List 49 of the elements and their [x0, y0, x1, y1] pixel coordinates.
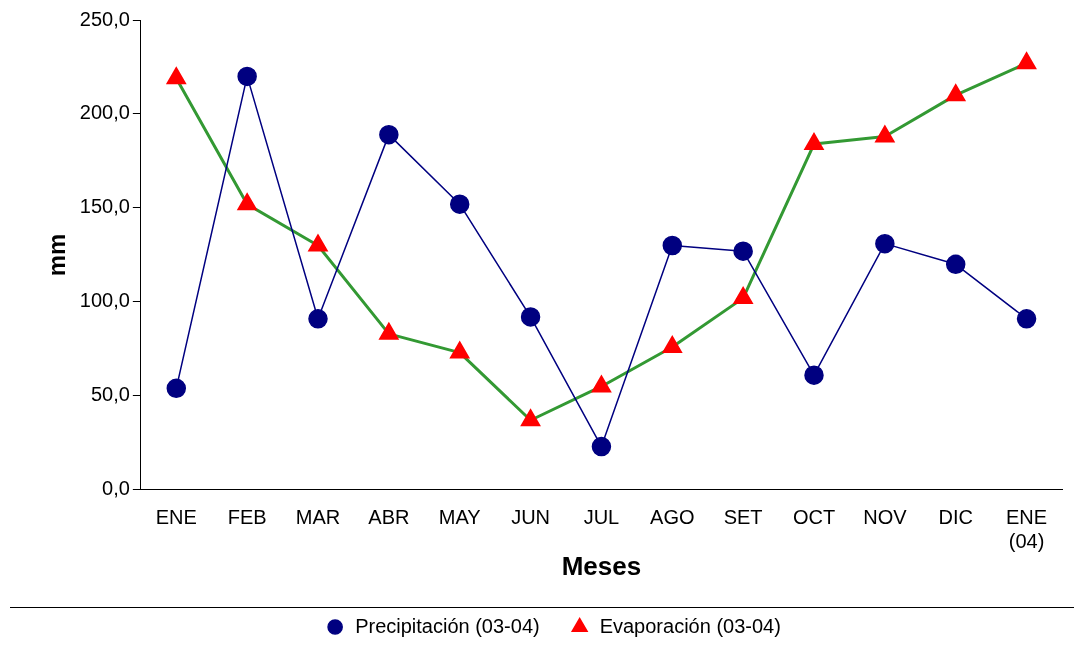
point: [875, 233, 895, 254]
point: [308, 309, 328, 329]
point: [945, 254, 966, 275]
x-tick-label: AGO: [650, 506, 695, 529]
point: [875, 126, 895, 143]
point: [166, 378, 187, 399]
x-tick-label: SET: [723, 506, 763, 529]
point: [1016, 309, 1037, 329]
point: [308, 235, 328, 252]
x-tick-label: JUL: [583, 506, 620, 529]
y-tick-label: 50,0: [90, 383, 130, 406]
y-tick-label: 0,0: [102, 477, 130, 500]
point: [1017, 52, 1036, 70]
point: [521, 409, 540, 427]
x-tick-label: FEB: [227, 506, 267, 529]
point: [662, 235, 683, 256]
point: [733, 287, 753, 305]
y-tick-label: 250,0: [79, 7, 130, 30]
x-tick-label: JUN: [511, 506, 551, 529]
y-tick-label: 150,0: [79, 195, 130, 218]
y-tick-label: 200,0: [79, 101, 130, 124]
point: [449, 194, 470, 214]
x-tick-label: ENE: [155, 506, 197, 529]
x-tick-label: MAR: [295, 506, 341, 529]
point: [379, 124, 399, 145]
x-tick-label: OCT: [792, 506, 836, 529]
x-tick-label: MAY: [438, 506, 481, 529]
x-tick-label: NOV: [863, 506, 908, 529]
point: [733, 241, 753, 261]
x-tick-label: DIC: [938, 506, 973, 529]
legend-label: Evaporación (03-04): [599, 614, 781, 637]
point: [946, 84, 966, 102]
y-axis-title: mm: [43, 233, 71, 277]
point: [662, 336, 682, 353]
x-tick-label: ABR: [368, 506, 410, 529]
point: [520, 307, 541, 327]
point: [592, 375, 611, 393]
point: [379, 323, 399, 340]
y-tick-label: 100,0: [79, 289, 130, 312]
point: [804, 365, 824, 385]
point: [166, 67, 186, 85]
point: [237, 66, 257, 87]
point: [237, 193, 257, 211]
legend-label: Precipitación (03-04): [355, 614, 540, 637]
point: [591, 436, 612, 457]
x-axis-title: Meses: [561, 550, 642, 581]
point: [804, 133, 824, 151]
point: [450, 342, 469, 359]
x-tick-label: ENE (04): [1006, 506, 1048, 553]
